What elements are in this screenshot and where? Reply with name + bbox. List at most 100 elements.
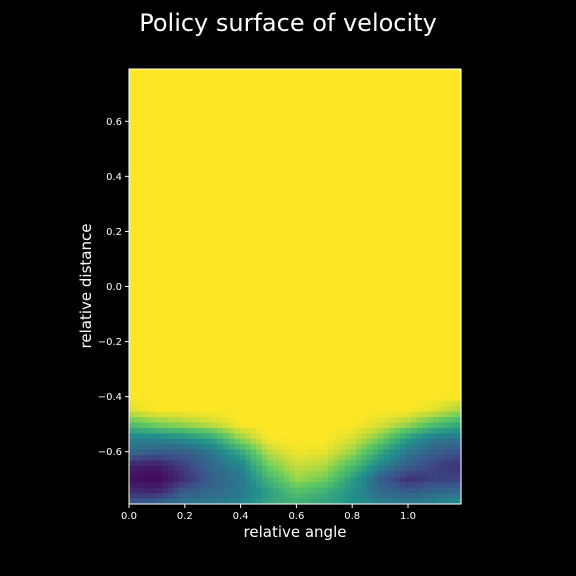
heatmap-cell (455, 221, 462, 228)
heatmap-cell (378, 85, 385, 92)
heatmap-cell (250, 422, 257, 429)
heatmap-cell (151, 286, 158, 293)
heatmap-cell (223, 389, 230, 396)
heatmap-cell (361, 237, 368, 244)
heatmap-cell (295, 74, 302, 81)
heatmap-cell (366, 417, 374, 424)
heatmap-cell (151, 237, 158, 244)
heatmap-cell (355, 194, 362, 201)
heatmap-cell (328, 183, 335, 190)
heatmap-cell (416, 417, 423, 424)
heatmap-cell (178, 449, 185, 456)
heatmap-cell (394, 313, 401, 320)
heatmap-cell (239, 215, 246, 222)
heatmap-cell (156, 340, 163, 347)
heatmap-cell (256, 172, 263, 179)
heatmap-cell (228, 210, 235, 217)
heatmap-cell (300, 373, 307, 380)
heatmap-cell (416, 248, 423, 255)
heatmap-cell (261, 275, 268, 282)
heatmap-cell (162, 362, 169, 369)
heatmap-cell (212, 346, 219, 353)
heatmap-cell (333, 221, 340, 228)
heatmap-cell (212, 259, 219, 266)
heatmap-cell (272, 226, 279, 233)
heatmap-cell (455, 465, 462, 472)
heatmap-cell (444, 145, 451, 152)
heatmap-cell (267, 183, 274, 190)
heatmap-cell (223, 362, 230, 369)
heatmap-cell (433, 286, 440, 293)
heatmap-cell (449, 194, 457, 201)
heatmap-cell (212, 248, 219, 255)
heatmap-cell (455, 395, 462, 402)
heatmap-cell (261, 476, 268, 483)
heatmap-cell (267, 166, 274, 173)
heatmap-cell (372, 444, 379, 451)
heatmap-cell (234, 422, 241, 429)
heatmap-cell (350, 166, 357, 173)
heatmap-cell (250, 493, 257, 500)
heatmap-cell (372, 400, 379, 407)
heatmap-cell (289, 378, 296, 385)
heatmap-cell (344, 433, 351, 440)
heatmap-cell (317, 357, 324, 364)
heatmap-cell (295, 188, 302, 195)
heatmap-cell (145, 313, 152, 320)
heatmap-cell (355, 378, 362, 385)
heatmap-cell (261, 74, 268, 81)
heatmap-cell (134, 96, 141, 103)
heatmap-cell (234, 427, 241, 434)
heatmap-cell (438, 183, 445, 190)
heatmap-cell (422, 297, 429, 304)
heatmap-cell (389, 107, 396, 114)
heatmap-cell (411, 330, 418, 337)
heatmap-cell (151, 117, 158, 124)
heatmap-cell (311, 101, 318, 108)
heatmap-cell (261, 340, 268, 347)
heatmap-cell (234, 183, 241, 190)
heatmap-cell (311, 297, 318, 304)
heatmap-cell (339, 449, 346, 456)
heatmap-cell (350, 107, 357, 114)
heatmap-cell (283, 243, 291, 250)
heatmap-cell (289, 161, 296, 168)
heatmap-cell (129, 498, 136, 505)
heatmap-cell (295, 427, 302, 434)
heatmap-cell (361, 482, 368, 489)
heatmap-cell (250, 400, 257, 407)
heatmap-cell (333, 384, 340, 391)
heatmap-cell (256, 291, 263, 298)
heatmap-cell (394, 145, 401, 152)
heatmap-cell (438, 215, 445, 222)
heatmap-cell (350, 319, 357, 326)
heatmap-cell (184, 204, 191, 211)
heatmap-cell (389, 449, 396, 456)
heatmap-cell (234, 433, 241, 440)
heatmap-cell (267, 308, 274, 315)
heatmap-cell (394, 455, 401, 462)
heatmap-cell (306, 123, 313, 130)
heatmap-cell (361, 487, 368, 494)
heatmap-cell (444, 373, 451, 380)
heatmap-cell (156, 308, 163, 315)
heatmap-cell (438, 221, 445, 228)
heatmap-cell (333, 286, 340, 293)
heatmap-cell (372, 264, 379, 271)
heatmap-cell (129, 340, 136, 347)
heatmap-cell (189, 460, 196, 467)
heatmap-cell (151, 156, 158, 163)
heatmap-cell (405, 362, 412, 369)
heatmap-cell (333, 324, 340, 331)
heatmap-cell (129, 460, 136, 467)
heatmap-cell (366, 253, 374, 260)
heatmap-cell (250, 123, 257, 130)
heatmap-cell (250, 194, 257, 201)
heatmap-cell (449, 199, 457, 206)
heatmap-cell (189, 243, 196, 250)
heatmap-cell (411, 117, 418, 124)
heatmap-cell (129, 286, 136, 293)
heatmap-cell (328, 232, 335, 239)
heatmap-cell (438, 378, 445, 385)
heatmap-cell (156, 74, 163, 81)
